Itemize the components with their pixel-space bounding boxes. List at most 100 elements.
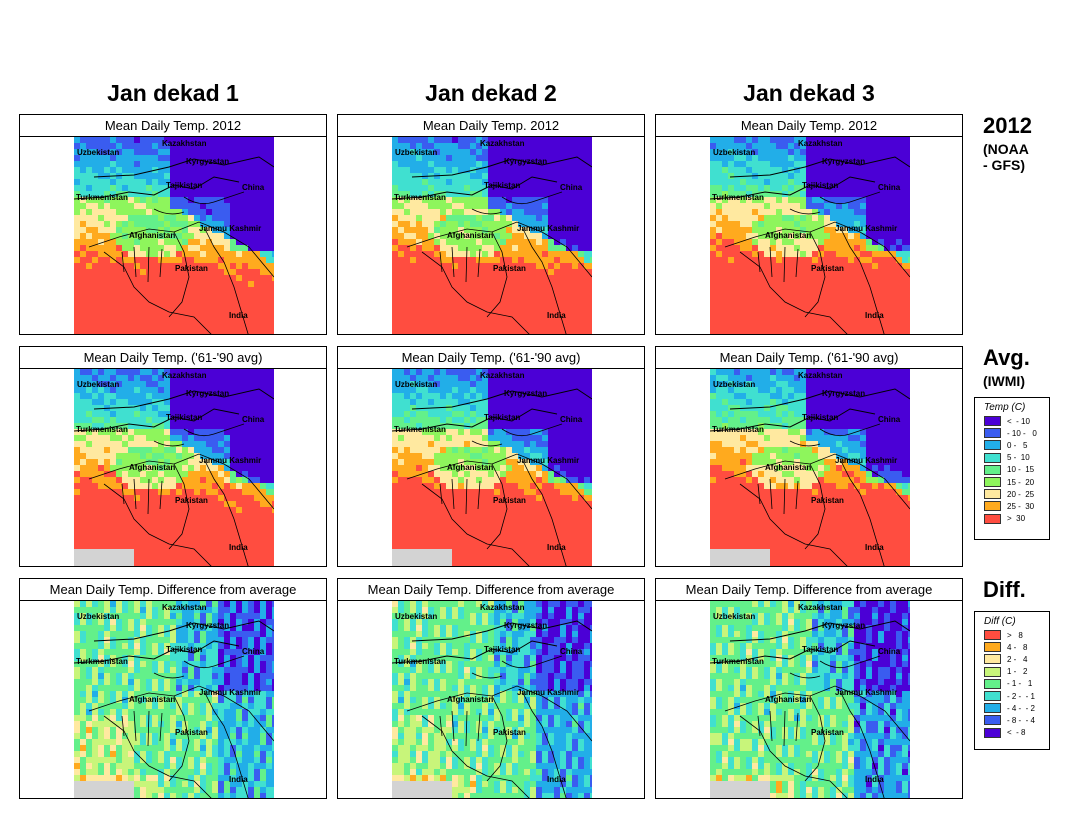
legend-swatch [984,642,1001,653]
map-label-kyrgyzstan: Kyrgyzstan [186,621,229,630]
map-label-kazakhstan: Kazakhstan [162,603,207,612]
map-label-pakistan: Pakistan [175,264,208,273]
border-line [392,408,558,432]
map-label-turkmenistan: Turkmenistan [394,425,446,434]
map-image: Kazakhstan Uzbekistan Kyrgyzstan Tajikistan… [392,601,592,798]
border-line [439,710,481,747]
border-line [168,695,190,782]
map-label-afghanistan: Afghanistan [447,463,493,472]
border-line [757,710,799,747]
map-label-china: China [242,415,265,424]
diff-legend-item: 2 - 4 [984,653,1049,665]
map-label-afghanistan: Afghanistan [765,463,811,472]
diff-legend-item: 1 - 2 [984,666,1049,678]
border-line [392,640,558,664]
map-label-china: China [242,647,265,656]
border-line [74,408,240,432]
temp-legend-item: 20 - 25 [984,488,1049,500]
row-label-avg: Avg. [983,345,1030,370]
legend-label: 4 - 8 [1007,642,1028,652]
legend-swatch [984,513,1001,524]
border-line [88,453,274,510]
legend-swatch [984,727,1001,738]
panel-title: Mean Daily Temp. 2012 [656,115,962,137]
border-line [710,176,876,200]
border-line [757,478,799,515]
legend-label: > 30 [1007,514,1026,524]
map-label-tajikistan: Tajikistan [802,181,838,190]
map-label-kyrgyzstan: Kyrgyzstan [822,389,865,398]
border-line [183,655,245,669]
border-line [93,388,274,410]
row-label-2012: 2012 [983,113,1032,138]
border-line [183,191,245,205]
column-header-dekad-2: Jan dekad 2 [425,80,557,106]
diff-legend-item: - 1 - 1 [984,678,1049,690]
legend-swatch [984,501,1001,512]
map-label-afghanistan: Afghanistan [129,463,175,472]
map-label-turkmenistan: Turkmenistan [712,425,764,434]
map-label-afghanistan: Afghanistan [129,695,175,704]
map-label-kazakhstan: Kazakhstan [480,371,525,380]
map-label-jammu-kashmir: Jammu Kashmir [835,688,897,697]
map-label-jammu-kashmir: Jammu Kashmir [199,456,261,465]
legend-swatch [984,703,1001,714]
map-label-india: India [229,543,248,552]
border-line [739,483,848,566]
legend-swatch [984,630,1001,641]
border-line [839,226,885,334]
map-label-turkmenistan: Turkmenistan [76,193,128,202]
border-line [501,423,563,437]
border-line [521,226,567,334]
map-label-uzbekistan: Uzbekistan [77,612,119,621]
border-line [789,672,821,679]
legend-label: - 4 - - 2 [1007,703,1036,713]
map-panel-diff-dekad-2: Mean Daily Temp. Difference from average… [337,578,645,799]
map-label-uzbekistan: Uzbekistan [713,380,755,389]
map-label-kyrgyzstan: Kyrgyzstan [822,621,865,630]
panel-title: Mean Daily Temp. ('61-'90 avg) [338,347,644,369]
row-sublabel-gfs: - GFS) [983,157,1025,173]
map-label-china: China [560,647,583,656]
map-label-china: China [560,415,583,424]
border-line [121,246,163,283]
diff-legend: Diff (C) > 8 4 - 8 2 - 4 1 - 2 - 1 - 1 - 2 - … [974,611,1050,750]
border-line [411,620,592,642]
diff-legend-item: > 8 [984,629,1049,641]
map-label-india: India [547,311,566,320]
border-line [789,440,821,447]
map-label-pakistan: Pakistan [493,728,526,737]
panel-title: Mean Daily Temp. ('61-'90 avg) [656,347,962,369]
map-label-afghanistan: Afghanistan [447,231,493,240]
map-panel-diff-dekad-3: Mean Daily Temp. Difference from average… [655,578,963,799]
map-panel-tempavg-dekad-3: Mean Daily Temp. ('61-'90 avg) Kazakhstan… [655,346,963,567]
map-image: Kazakhstan Uzbekistan Kyrgyzstan Tajikistan… [74,601,274,798]
map-panel-tempavg-dekad-2: Mean Daily Temp. ('61-'90 avg) Kazakhstan… [337,346,645,567]
map-label-kazakhstan: Kazakhstan [480,603,525,612]
map-label-pakistan: Pakistan [175,496,208,505]
map-label-kyrgyzstan: Kyrgyzstan [504,157,547,166]
border-line [88,685,274,742]
panel-title: Mean Daily Temp. Difference from average [338,579,644,601]
map-label-uzbekistan: Uzbekistan [395,148,437,157]
border-line [203,690,249,798]
map-image: Kazakhstan Uzbekistan Kyrgyzstan Tajikistan… [392,137,592,334]
legend-swatch [984,428,1001,439]
column-header-dekad-1: Jan dekad 1 [107,80,239,106]
legend-label: < - 10 [1007,416,1030,426]
border-line [724,685,910,742]
border-line [439,246,481,283]
map-image: Kazakhstan Uzbekistan Kyrgyzstan Tajikistan… [710,137,910,334]
legend-swatch [984,477,1001,488]
panel-title: Mean Daily Temp. 2012 [20,115,326,137]
map-label-kazakhstan: Kazakhstan [480,139,525,148]
legend-label: - 10 - 0 [1007,428,1037,438]
border-line [839,690,885,798]
legend-swatch [984,654,1001,665]
border-line [804,463,826,550]
border-line [153,440,185,447]
row-sublabel-iwmi: (IWMI) [983,373,1025,389]
legend-label: 10 - 15 [1007,465,1035,475]
map-label-india: India [547,543,566,552]
map-label-pakistan: Pakistan [493,264,526,273]
